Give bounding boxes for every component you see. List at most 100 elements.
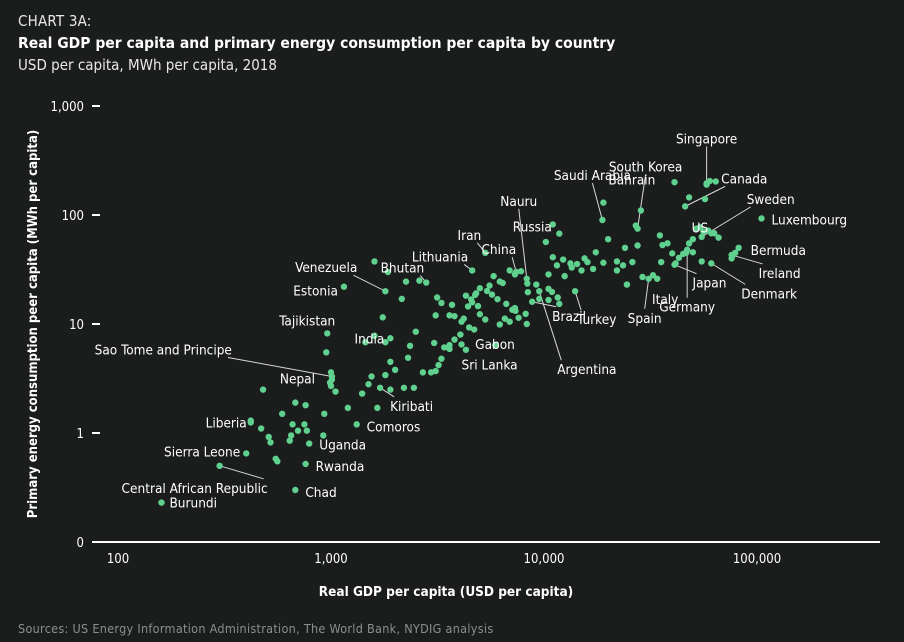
data-point bbox=[664, 240, 671, 247]
leader-line bbox=[644, 278, 650, 309]
point-label: China bbox=[481, 242, 516, 258]
data-point bbox=[398, 295, 406, 303]
data-point-bermuda bbox=[735, 244, 742, 252]
data-point bbox=[400, 384, 408, 391]
point-label: US bbox=[692, 220, 709, 236]
chart-subtitle: USD per capita, MWh per capita, 2018 bbox=[18, 56, 277, 74]
data-point-india bbox=[387, 335, 394, 342]
data-point bbox=[433, 294, 441, 301]
data-point-singapore bbox=[703, 180, 710, 187]
data-point bbox=[503, 300, 510, 308]
point-label: Sri Lanka bbox=[462, 357, 518, 373]
data-point-sierra-leone bbox=[243, 450, 250, 457]
point-label: Uganda bbox=[319, 438, 366, 454]
data-point bbox=[533, 281, 540, 288]
point-label: Argentina bbox=[557, 362, 616, 378]
data-point-brazil bbox=[528, 298, 536, 305]
data-point bbox=[486, 282, 493, 289]
y-tick-label: 1,000 bbox=[51, 100, 84, 115]
data-point bbox=[657, 258, 665, 266]
data-point bbox=[656, 232, 664, 239]
y-axis-label: Primary energy consumption peer capita (… bbox=[26, 130, 41, 518]
data-point bbox=[561, 272, 568, 280]
data-point bbox=[451, 312, 458, 320]
data-point bbox=[675, 254, 683, 261]
point-label: Sao Tome and Principe bbox=[95, 342, 232, 358]
leader-line bbox=[591, 182, 603, 221]
data-point bbox=[639, 273, 646, 281]
point-label: Comoros bbox=[367, 419, 421, 435]
data-point bbox=[589, 265, 597, 273]
data-point bbox=[506, 318, 513, 325]
data-point bbox=[402, 278, 410, 285]
x-axis-label: Real GDP per capita (USD per capita) bbox=[319, 584, 573, 600]
data-point-china bbox=[512, 268, 520, 276]
data-point bbox=[432, 367, 439, 375]
data-point bbox=[286, 437, 293, 444]
y-axis: 0 1 10 100 1,000 bbox=[51, 100, 100, 551]
data-point-sri-lanka bbox=[458, 341, 465, 348]
data-point bbox=[274, 458, 281, 465]
data-point bbox=[292, 399, 299, 406]
data-point-nauru bbox=[523, 275, 530, 282]
leader-line bbox=[538, 291, 562, 361]
x-tick-label: 10,000 bbox=[524, 552, 565, 567]
data-point bbox=[365, 381, 372, 388]
data-point bbox=[391, 366, 399, 374]
data-point bbox=[685, 240, 693, 247]
point-label: Liberia bbox=[206, 415, 247, 431]
data-point-kiribati bbox=[376, 384, 384, 391]
point-label: Italy bbox=[652, 292, 678, 308]
data-point bbox=[265, 433, 272, 441]
chart-label: CHART 3A: bbox=[18, 12, 92, 30]
data-point bbox=[358, 390, 366, 397]
point-label: Iran bbox=[458, 228, 482, 244]
point-label: Bahrain bbox=[608, 173, 655, 189]
data-point bbox=[387, 386, 394, 393]
data-point-ireland bbox=[728, 251, 735, 259]
point-label: Germany bbox=[659, 300, 715, 316]
leader-line bbox=[574, 291, 582, 311]
data-point bbox=[715, 234, 722, 241]
data-point bbox=[438, 299, 445, 307]
data-point bbox=[637, 207, 645, 214]
data-point bbox=[524, 280, 531, 287]
leader-line bbox=[227, 356, 333, 377]
data-point bbox=[326, 379, 334, 386]
y-tick-label: 1 bbox=[77, 427, 84, 442]
data-point bbox=[467, 296, 475, 303]
data-point-luxembourg bbox=[758, 215, 765, 222]
data-point-lithuania bbox=[468, 267, 476, 274]
data-point bbox=[470, 326, 478, 333]
point-label: Estonia bbox=[293, 284, 338, 300]
data-point-germany bbox=[683, 246, 691, 253]
point-label: Venezuela bbox=[295, 260, 357, 276]
point-label: Brazil bbox=[552, 309, 586, 325]
data-point bbox=[515, 314, 522, 321]
data-point-venezuela bbox=[382, 287, 389, 295]
data-point bbox=[289, 421, 296, 428]
data-point bbox=[517, 268, 525, 275]
data-point bbox=[613, 258, 621, 265]
data-point bbox=[689, 249, 697, 256]
point-label: Bhutan bbox=[381, 261, 425, 277]
data-point bbox=[685, 194, 693, 201]
data-point bbox=[604, 235, 612, 243]
data-point bbox=[506, 267, 513, 274]
point-label: India bbox=[355, 331, 385, 347]
data-points bbox=[158, 177, 765, 506]
point-label: Singapore bbox=[676, 131, 737, 147]
data-point bbox=[613, 267, 621, 274]
point-label: Lithuania bbox=[412, 249, 468, 265]
y-tick-label: 10 bbox=[69, 318, 84, 333]
data-point bbox=[438, 355, 445, 362]
point-label: Nepal bbox=[280, 371, 315, 387]
data-point bbox=[491, 341, 499, 349]
source-note: Sources: US Energy Information Administr… bbox=[18, 621, 494, 636]
data-point bbox=[556, 300, 563, 308]
point-label: Denmark bbox=[741, 286, 797, 302]
data-point bbox=[462, 346, 470, 353]
data-point bbox=[476, 311, 484, 318]
leader-line bbox=[731, 254, 763, 265]
